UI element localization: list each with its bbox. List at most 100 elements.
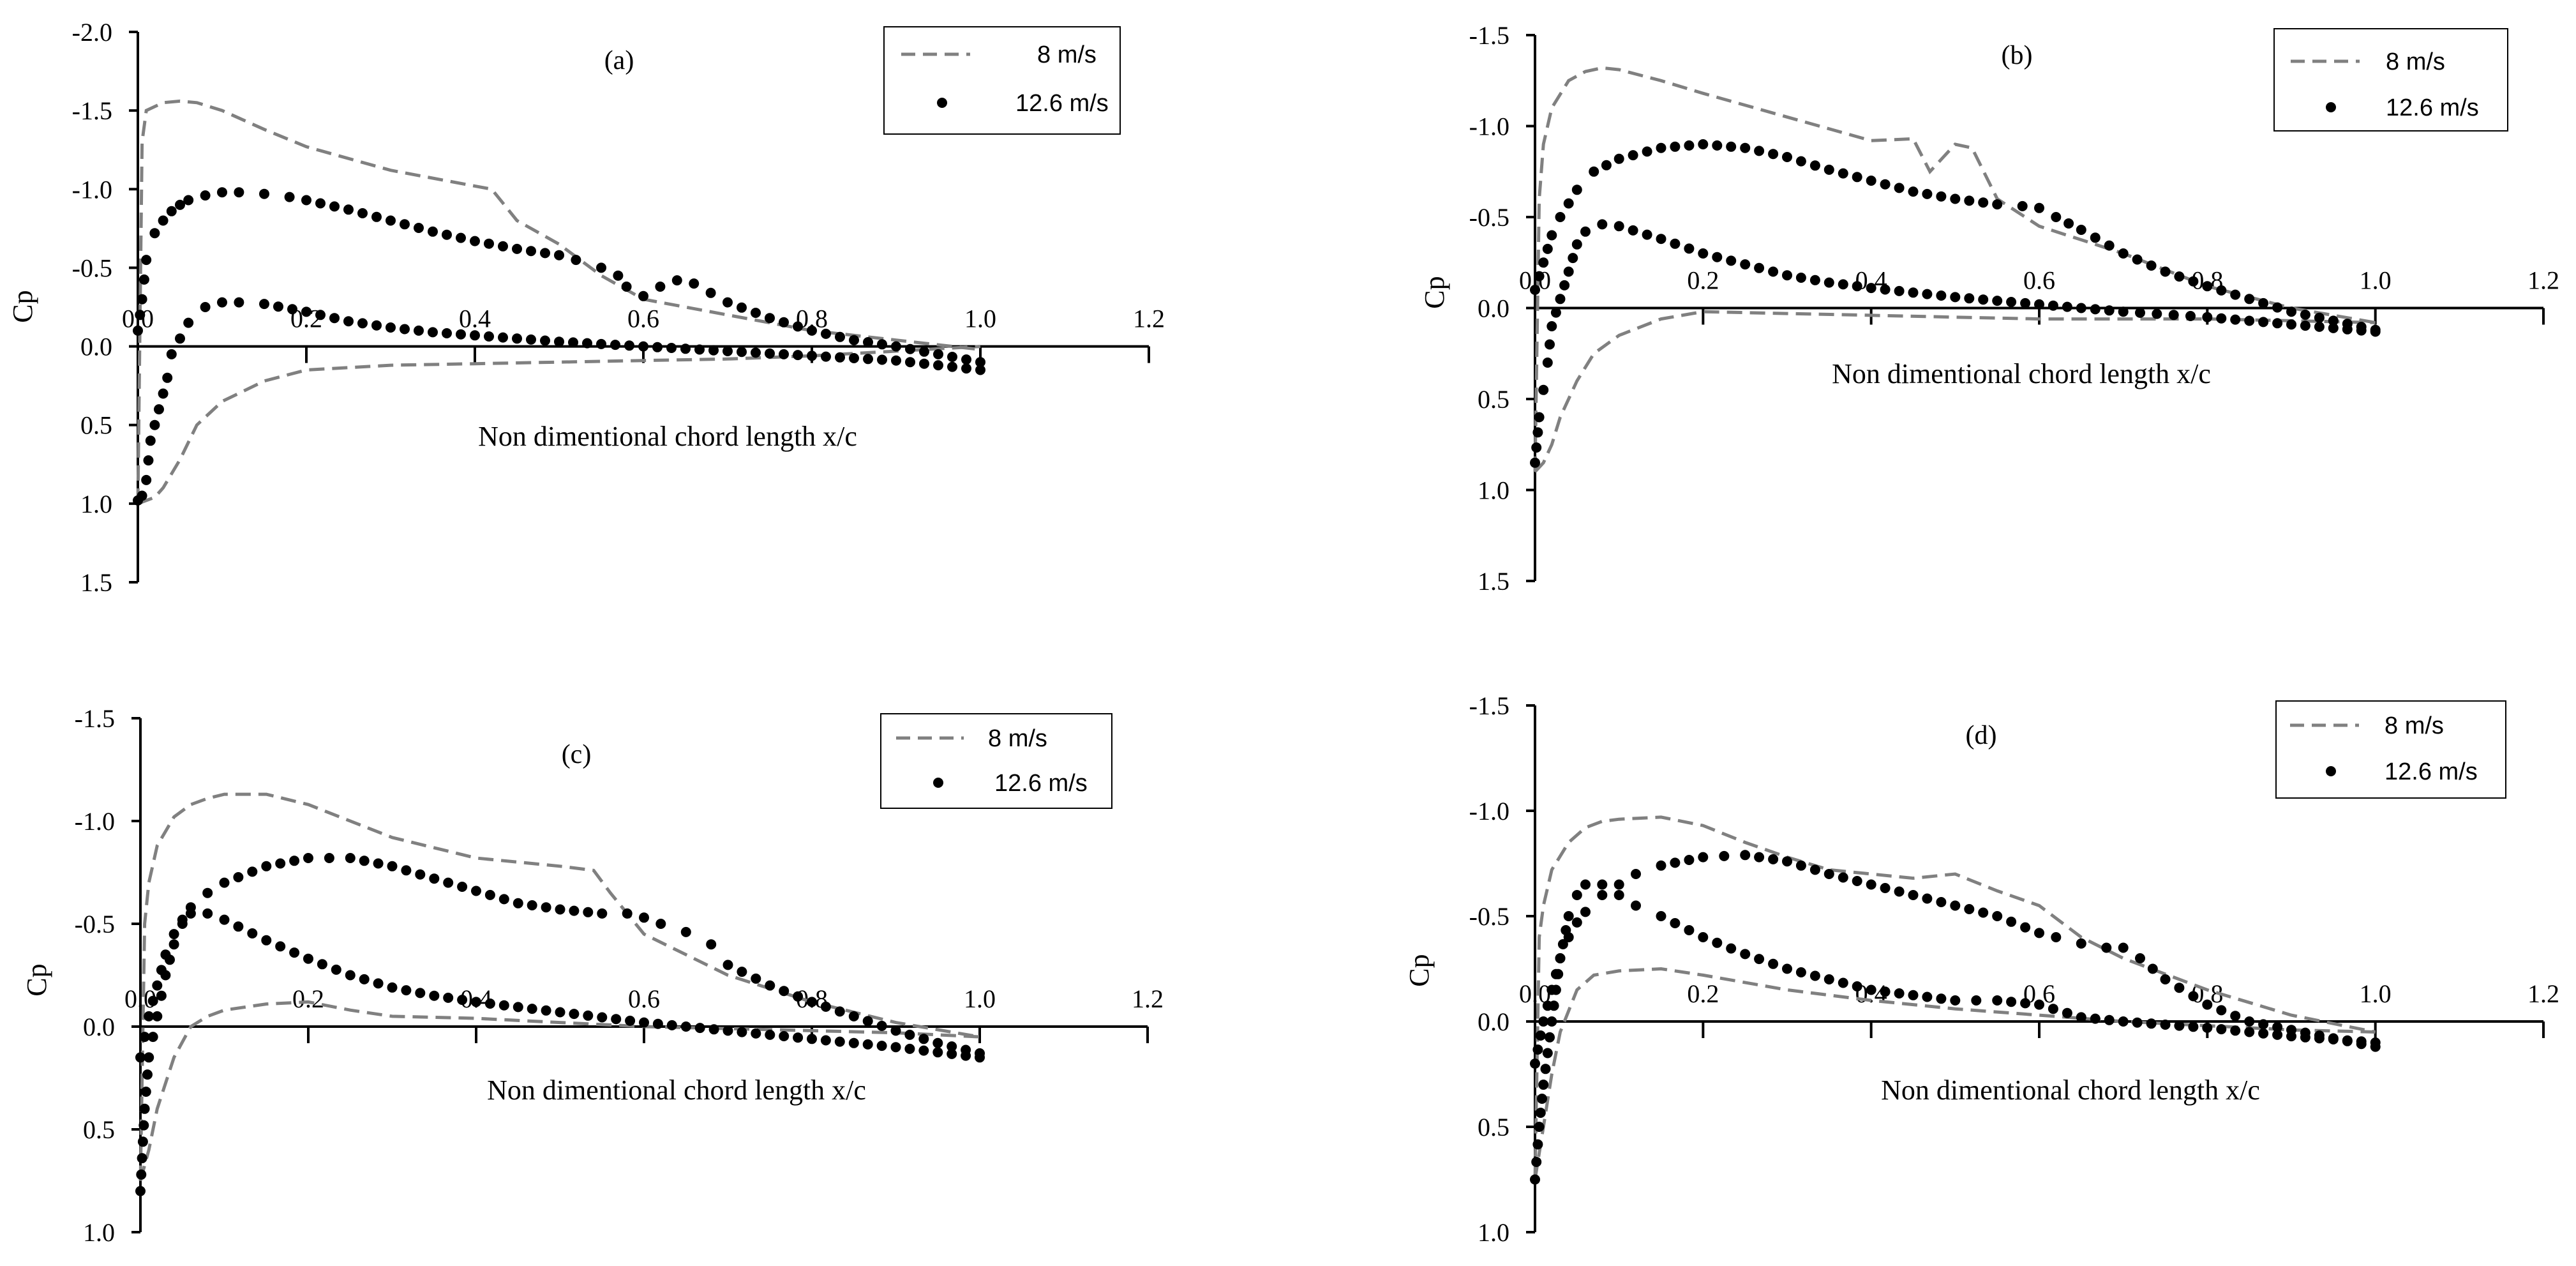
data-point-12-6ms — [141, 474, 152, 485]
data-point-12-6ms — [2090, 304, 2100, 315]
data-point-12-6ms — [1880, 883, 1891, 893]
data-point-12-6ms — [1532, 1139, 1543, 1150]
data-point-12-6ms — [1563, 198, 1574, 209]
data-point-12-6ms — [2104, 240, 2115, 251]
series-line-8ms — [1534, 310, 2376, 473]
data-point-12-6ms — [541, 902, 551, 913]
data-point-12-6ms — [2216, 1024, 2227, 1035]
data-point-12-6ms — [1546, 321, 1557, 331]
data-point-12-6ms — [2147, 963, 2158, 974]
data-point-12-6ms — [2034, 202, 2044, 213]
data-point-12-6ms — [751, 347, 761, 358]
data-point-12-6ms — [1684, 140, 1695, 151]
data-point-12-6ms — [2216, 313, 2227, 324]
data-point-12-6ms — [1537, 1094, 1547, 1104]
y-tick-label: 1.0 — [83, 1218, 115, 1247]
data-point-12-6ms — [1978, 294, 1989, 305]
data-point-12-6ms — [583, 1010, 594, 1021]
data-point-12-6ms — [261, 861, 272, 871]
data-point-12-6ms — [638, 290, 648, 301]
x-tick-label: 1.0 — [964, 984, 996, 1013]
data-point-12-6ms — [569, 905, 580, 916]
y-tick-label: -0.5 — [1469, 203, 1509, 232]
panel-label: (c) — [562, 740, 592, 769]
data-point-12-6ms — [2300, 1032, 2310, 1043]
data-point-12-6ms — [555, 904, 565, 915]
data-point-12-6ms — [303, 953, 313, 964]
data-point-12-6ms — [137, 490, 147, 501]
data-point-12-6ms — [2328, 315, 2339, 326]
data-point-12-6ms — [1559, 280, 1570, 290]
data-point-12-6ms — [1670, 857, 1681, 868]
data-point-12-6ms — [751, 973, 761, 984]
x-axis-label: Non dimentional chord length x/c — [478, 421, 857, 452]
legend: 8 m/s 12.6 m/s — [883, 26, 1121, 135]
data-point-12-6ms — [723, 297, 733, 308]
data-point-12-6ms — [765, 980, 775, 991]
y-tick-label: 0.0 — [83, 1013, 115, 1041]
data-point-12-6ms — [456, 232, 466, 243]
data-point-12-6ms — [1964, 195, 1975, 206]
data-point-12-6ms — [624, 340, 634, 351]
data-point-12-6ms — [470, 236, 480, 246]
data-point-12-6ms — [1894, 183, 1905, 193]
data-point-12-6ms — [498, 1000, 509, 1011]
data-point-12-6ms — [1580, 879, 1591, 890]
data-point-12-6ms — [259, 299, 269, 310]
x-tick-label: 1.0 — [964, 305, 996, 333]
data-point-12-6ms — [862, 1016, 873, 1027]
y-tick-label: -1.0 — [72, 175, 112, 204]
data-point-12-6ms — [1809, 864, 1820, 875]
data-point-12-6ms — [1936, 897, 1947, 907]
data-point-12-6ms — [2062, 301, 2072, 312]
data-point-12-6ms — [329, 201, 340, 212]
y-tick-label: -0.5 — [72, 253, 112, 282]
data-point-12-6ms — [1597, 890, 1608, 900]
data-point-12-6ms — [2202, 281, 2213, 292]
data-point-12-6ms — [343, 316, 354, 327]
data-point-12-6ms — [139, 1120, 149, 1131]
data-point-12-6ms — [315, 310, 326, 320]
data-point-12-6ms — [793, 350, 803, 361]
data-point-12-6ms — [947, 1041, 957, 1052]
data-point-12-6ms — [1698, 852, 1709, 863]
data-point-12-6ms — [2076, 938, 2086, 949]
legend-label-8ms: 8 m/s — [1037, 41, 1097, 68]
data-point-12-6ms — [2244, 294, 2255, 305]
data-point-12-6ms — [1532, 1044, 1543, 1055]
data-point-12-6ms — [918, 1045, 929, 1056]
data-point-12-6ms — [2258, 1019, 2269, 1030]
data-point-12-6ms — [961, 1050, 971, 1061]
data-point-12-6ms — [140, 1087, 151, 1097]
data-point-12-6ms — [961, 354, 971, 365]
data-point-12-6ms — [219, 914, 230, 925]
data-point-12-6ms — [135, 1186, 146, 1196]
data-point-12-6ms — [1542, 1048, 1553, 1059]
data-point-12-6ms — [848, 1011, 859, 1021]
data-point-12-6ms — [1712, 252, 1723, 262]
data-point-12-6ms — [1992, 296, 2003, 306]
legend-label-8ms: 8 m/s — [2386, 49, 2445, 75]
data-point-12-6ms — [526, 246, 536, 257]
data-point-12-6ms — [807, 325, 817, 336]
data-point-12-6ms — [1880, 179, 1891, 190]
data-point-12-6ms — [1542, 243, 1553, 254]
y-tick-label: 1.0 — [80, 490, 112, 518]
data-point-12-6ms — [401, 985, 412, 996]
data-point-12-6ms — [2300, 310, 2310, 320]
data-point-12-6ms — [1908, 990, 1919, 1000]
y-tick-label: 0.0 — [1478, 294, 1509, 323]
data-point-12-6ms — [386, 322, 396, 333]
y-tick-label: -1.0 — [75, 807, 115, 836]
x-tick-label: 0.4 — [459, 305, 491, 333]
data-point-12-6ms — [165, 954, 175, 965]
data-point-12-6ms — [442, 229, 452, 240]
data-point-12-6ms — [2051, 932, 2062, 942]
data-point-12-6ms — [2328, 322, 2339, 333]
data-point-12-6ms — [512, 243, 522, 254]
data-point-12-6ms — [1823, 164, 1834, 175]
data-point-12-6ms — [1992, 199, 2003, 210]
data-point-12-6ms — [175, 199, 185, 210]
y-tick-label: 0.5 — [1478, 1113, 1509, 1142]
data-point-12-6ms — [1894, 988, 1905, 998]
